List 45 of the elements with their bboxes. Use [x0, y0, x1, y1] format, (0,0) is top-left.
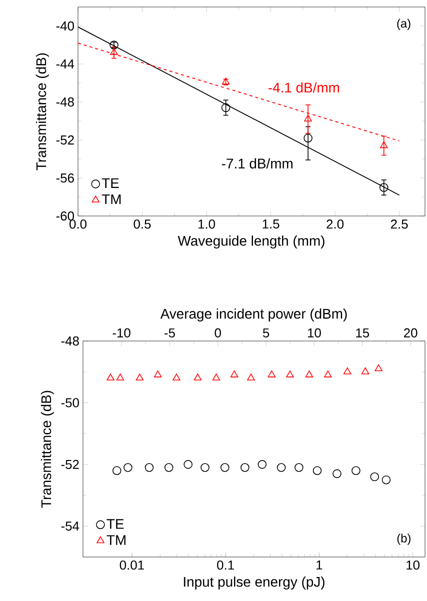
x-axis-title: Input pulse energy (pJ) [184, 576, 324, 590]
x2-tick-label: -5 [164, 328, 175, 338]
x2-tick-label: 5 [262, 328, 270, 338]
legend-label: TM [106, 535, 126, 545]
x2-axis-title: Average incident power (dBm) [160, 308, 347, 322]
y-tick-label: -48 [61, 336, 79, 346]
y-tick-label: -44 [56, 60, 74, 68]
point [380, 141, 388, 148]
x-tick-label: 10 [406, 560, 420, 570]
annotation: (b) [397, 534, 410, 545]
y-tick-label: -50 [61, 398, 79, 408]
y-tick-label: -52 [56, 135, 74, 145]
annotation: -4.1 dB/mm [268, 82, 340, 93]
point [221, 103, 230, 112]
x-tick-label: 1.0 [198, 220, 216, 229]
legend-label: TE [106, 519, 124, 529]
x-axis-title: Waveguide length (mm) [178, 236, 324, 249]
x2-tick-label: 10 [308, 328, 321, 338]
x-tick-label: 0.5 [134, 220, 151, 229]
x-tick-label: 1 [316, 560, 322, 570]
point [304, 114, 312, 122]
x2-tick-label: -10 [112, 328, 130, 338]
y-tick-label: -48 [56, 97, 74, 107]
x2-tick-label: 15 [356, 328, 370, 338]
x-tick-label: 0.0 [70, 220, 87, 229]
y-tick-label: -54 [61, 522, 80, 531]
y-tick-label: -56 [56, 173, 74, 183]
y-tick-label: -40 [56, 21, 74, 31]
legend-label: TM [102, 194, 121, 204]
y-tick-label: -52 [61, 460, 79, 470]
point [110, 48, 118, 55]
x-tick-label: 0.01 [120, 560, 144, 570]
legend-label: TE [102, 178, 119, 188]
y-axis-title: Transmittance (dB) [36, 53, 49, 170]
x-tick-label: 1.5 [262, 220, 280, 229]
x-tick-label: 0.1 [217, 560, 234, 570]
annotation: -7.1 dB/mm [222, 158, 292, 169]
x-tick-label: 2.5 [390, 220, 408, 229]
y-tick-label: -60 [56, 211, 74, 221]
x2-tick-label: 0 [214, 328, 221, 338]
annotation: (a) [397, 18, 410, 30]
x-tick-label: 2.0 [326, 220, 344, 229]
y-axis-title: Transmittance (dB) [40, 390, 54, 508]
x2-tick-label: 20 [404, 328, 418, 338]
point [379, 183, 388, 192]
